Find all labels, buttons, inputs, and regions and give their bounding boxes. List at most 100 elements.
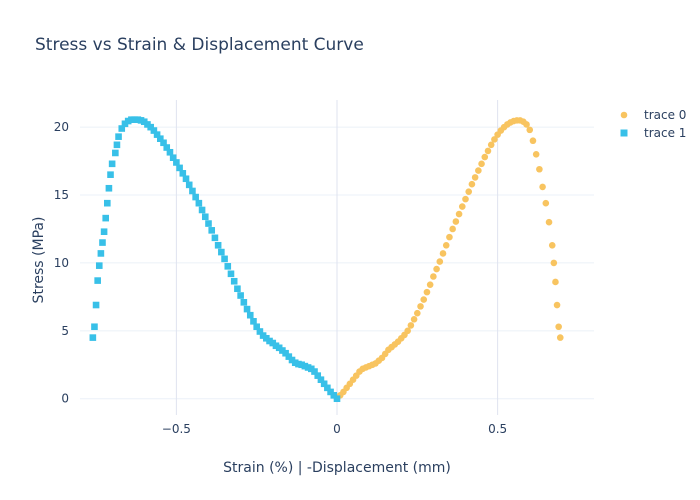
data-point[interactable] xyxy=(108,160,116,168)
data-point[interactable] xyxy=(468,180,476,188)
data-point[interactable] xyxy=(211,234,219,242)
data-point[interactable] xyxy=(224,263,232,270)
data-point[interactable] xyxy=(195,199,203,207)
data-point[interactable] xyxy=(410,315,418,323)
data-point[interactable] xyxy=(105,184,113,192)
data-point[interactable] xyxy=(192,193,199,201)
data-point[interactable] xyxy=(420,296,428,303)
data-point[interactable] xyxy=(555,323,562,331)
data-point[interactable] xyxy=(446,233,453,241)
data-point[interactable] xyxy=(113,141,121,149)
data-point[interactable] xyxy=(91,323,98,331)
data-point[interactable] xyxy=(417,303,424,310)
data-point[interactable] xyxy=(542,199,550,207)
data-point[interactable] xyxy=(208,227,216,234)
data-point[interactable] xyxy=(182,175,190,183)
data-point[interactable] xyxy=(552,278,559,286)
data-point[interactable] xyxy=(333,395,341,403)
data-point[interactable] xyxy=(227,270,235,278)
data-point[interactable] xyxy=(539,183,546,191)
data-point[interactable] xyxy=(526,126,534,134)
data-point[interactable] xyxy=(458,203,466,210)
data-point[interactable] xyxy=(285,353,293,360)
data-point[interactable] xyxy=(259,332,267,339)
data-point[interactable] xyxy=(288,356,296,364)
data-point[interactable] xyxy=(221,255,228,263)
data-point[interactable] xyxy=(153,131,161,138)
data-point[interactable] xyxy=(556,334,564,341)
legend-item-trace-1[interactable]: trace 1 xyxy=(620,126,687,140)
data-point[interactable] xyxy=(95,262,103,269)
data-point[interactable] xyxy=(179,170,187,177)
data-point[interactable] xyxy=(173,159,180,166)
data-point[interactable] xyxy=(112,149,119,157)
data-point[interactable] xyxy=(553,301,561,309)
data-point[interactable] xyxy=(99,239,106,246)
data-point[interactable] xyxy=(189,187,196,195)
data-point[interactable] xyxy=(218,248,225,256)
data-point[interactable] xyxy=(481,153,489,161)
data-point[interactable] xyxy=(471,174,479,181)
data-point[interactable] xyxy=(94,277,101,284)
data-point[interactable] xyxy=(237,292,244,299)
data-point[interactable] xyxy=(452,218,460,225)
data-point[interactable] xyxy=(550,259,558,267)
data-point[interactable] xyxy=(433,265,440,273)
data-point[interactable] xyxy=(150,127,158,134)
data-point[interactable] xyxy=(317,376,325,383)
data-point[interactable] xyxy=(256,328,264,335)
data-point[interactable] xyxy=(157,135,164,142)
data-point[interactable] xyxy=(478,160,485,168)
data-point[interactable] xyxy=(484,147,492,155)
data-point[interactable] xyxy=(214,241,222,249)
data-point[interactable] xyxy=(523,121,530,128)
data-point[interactable] xyxy=(169,154,177,162)
data-point[interactable] xyxy=(163,144,171,151)
data-point[interactable] xyxy=(92,301,100,309)
data-point[interactable] xyxy=(107,171,114,178)
data-point[interactable] xyxy=(327,388,334,396)
data-point[interactable] xyxy=(532,151,540,158)
data-point[interactable] xyxy=(442,241,450,249)
data-point[interactable] xyxy=(104,199,111,207)
data-point[interactable] xyxy=(201,213,209,221)
data-point[interactable] xyxy=(250,318,257,325)
data-point[interactable] xyxy=(436,258,444,265)
data-point[interactable] xyxy=(246,311,254,319)
data-point[interactable] xyxy=(89,334,97,341)
data-point[interactable] xyxy=(121,120,129,128)
data-point[interactable] xyxy=(404,327,411,335)
data-point[interactable] xyxy=(198,206,206,214)
data-point[interactable] xyxy=(491,136,498,143)
data-point[interactable] xyxy=(462,195,469,203)
data-point[interactable] xyxy=(439,250,447,257)
data-point[interactable] xyxy=(102,214,109,222)
data-point[interactable] xyxy=(100,228,108,236)
data-point[interactable] xyxy=(407,322,415,329)
data-point[interactable] xyxy=(314,372,322,379)
data-point[interactable] xyxy=(548,241,556,249)
data-point[interactable] xyxy=(414,309,421,317)
data-point[interactable] xyxy=(426,281,434,288)
data-point[interactable] xyxy=(487,141,495,149)
data-point[interactable] xyxy=(529,137,537,145)
data-point[interactable] xyxy=(330,392,338,399)
data-point[interactable] xyxy=(234,285,241,293)
data-point[interactable] xyxy=(97,250,105,257)
legend[interactable]: trace 0 trace 1 xyxy=(620,108,687,140)
data-point[interactable] xyxy=(230,277,238,285)
data-point[interactable] xyxy=(205,220,212,227)
data-point[interactable] xyxy=(430,273,437,280)
data-point[interactable] xyxy=(536,165,543,173)
data-point[interactable] xyxy=(545,218,553,226)
data-point[interactable] xyxy=(166,148,174,156)
legend-item-trace-0[interactable]: trace 0 xyxy=(620,108,687,122)
data-point[interactable] xyxy=(423,288,431,296)
data-point[interactable] xyxy=(465,188,473,195)
data-point[interactable] xyxy=(324,384,331,392)
data-point[interactable] xyxy=(455,210,463,218)
data-point[interactable] xyxy=(320,380,328,388)
data-point[interactable] xyxy=(253,323,260,331)
data-point[interactable] xyxy=(475,167,482,174)
data-point[interactable] xyxy=(118,125,126,132)
